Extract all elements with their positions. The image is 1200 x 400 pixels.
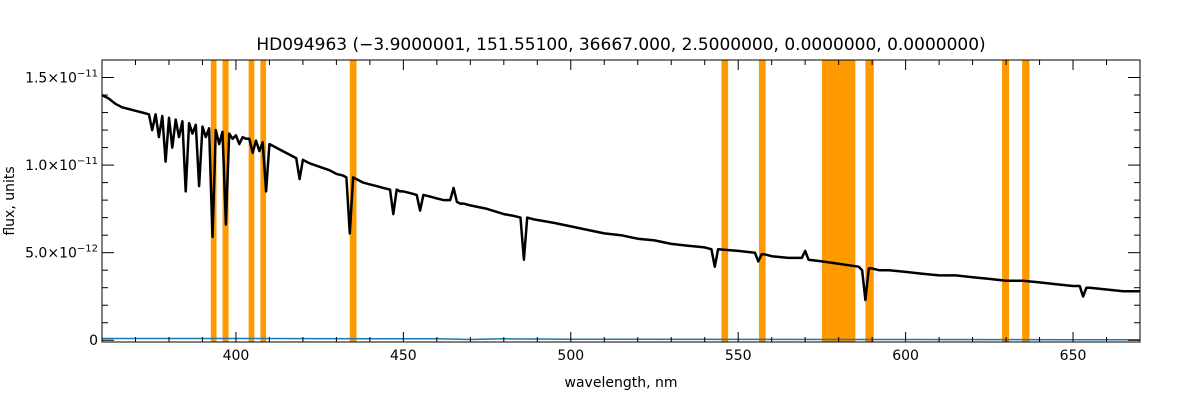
x-tick-label: 650 [1060, 348, 1087, 364]
masked-band-6 [758, 60, 766, 342]
y-tick-label: 1.5×10−11 [25, 69, 98, 87]
x-axis-label: wavelength, nm [565, 375, 678, 391]
chart-title: HD094963 (−3.9000001, 151.55100, 36667.0… [256, 35, 985, 55]
masked-bands-layer [210, 60, 1030, 342]
series-layer [101, 93, 1140, 341]
masked-band-3 [260, 60, 267, 342]
y-tick-label: 5.0×10−12 [25, 244, 98, 262]
flux-spectrum-line [101, 93, 1140, 302]
y-tick-label: 1.0×10−11 [25, 156, 98, 174]
masked-band-4 [349, 60, 357, 342]
masked-band-9 [1002, 60, 1010, 342]
x-tick-label: 400 [223, 348, 250, 364]
x-tick-label: 600 [892, 348, 919, 364]
y-axis-label: flux, units [2, 166, 18, 235]
masked-band-2 [248, 60, 255, 342]
masked-band-10 [1022, 60, 1030, 342]
masked-band-8 [865, 60, 874, 342]
flux-error-line [102, 337, 1140, 341]
x-tick-label: 450 [390, 348, 417, 364]
y-tick-label: 0 [89, 333, 98, 349]
x-tick-label: 550 [725, 348, 752, 364]
plot-frame [101, 59, 1141, 343]
masked-band-5 [721, 60, 729, 342]
x-tick-label: 500 [557, 348, 584, 364]
masked-band-7 [821, 60, 856, 342]
ticks-layer: 400 450 500 550 600 650 0 5.0×10−12 1.0×10−11 1.5… [25, 60, 1141, 364]
